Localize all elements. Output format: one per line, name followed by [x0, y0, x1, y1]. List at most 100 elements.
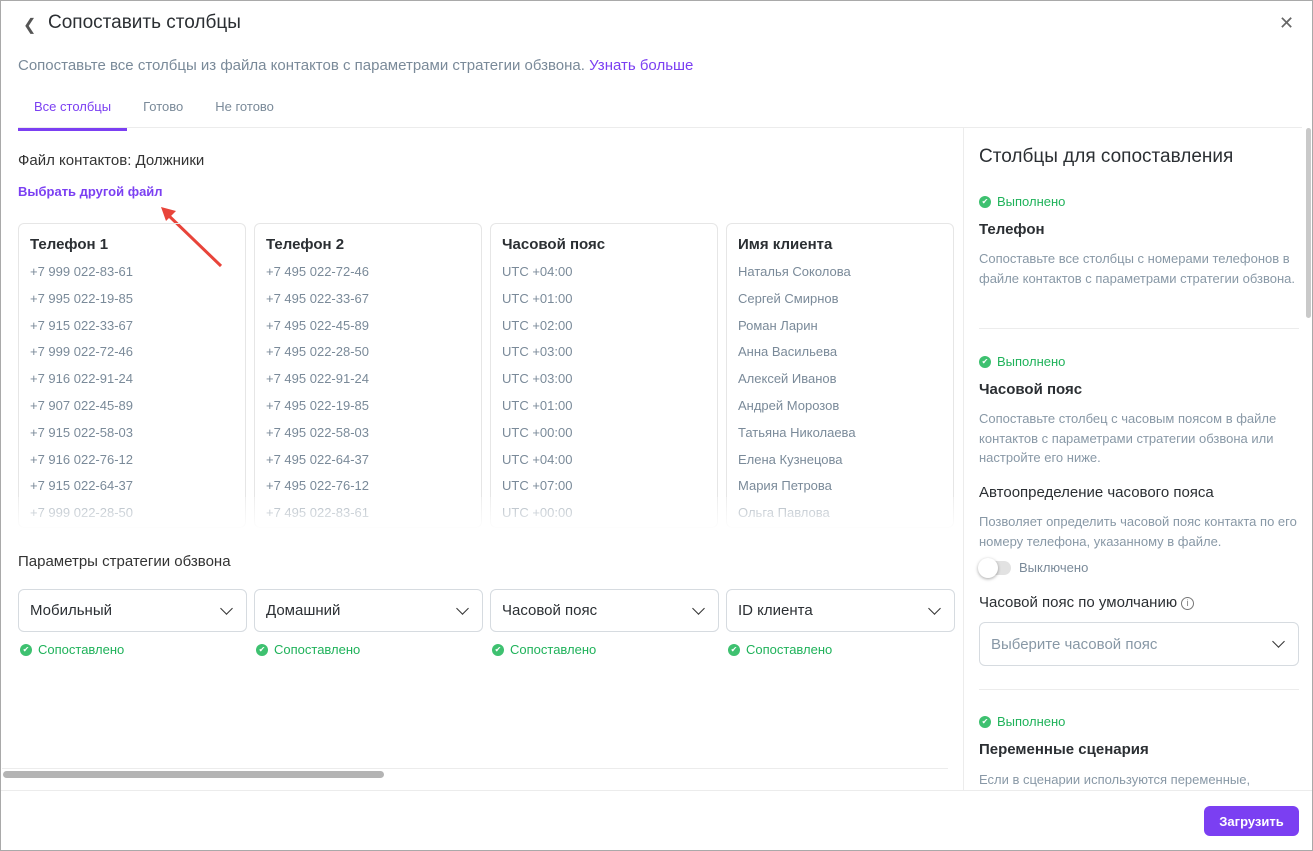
column-value: UTC +02:00 [502, 317, 573, 333]
select-value: Домашний [266, 602, 341, 619]
check-circle-icon: ✔ [728, 643, 740, 656]
page-title: Сопоставить столбцы [48, 12, 241, 33]
default-tz-label-text: Часовой пояс по умолчанию [979, 594, 1178, 611]
info-icon[interactable]: i [1181, 597, 1195, 610]
status-text: Сопоставлено [510, 642, 597, 657]
divider [979, 689, 1299, 690]
column-value: +7 915 022-58-03 [30, 424, 134, 440]
status-done: ✔ Выполнено [979, 194, 1301, 209]
annotation-arrow-icon [161, 207, 223, 268]
column-value: UTC +00:00 [502, 424, 573, 440]
status-text: Сопоставлено [38, 642, 125, 657]
column-value: +7 915 022-64-37 [30, 478, 134, 494]
subtitle-text: Сопоставьте все столбцы из файла контакт… [18, 57, 585, 74]
column-value: Татьяна Николаева [738, 424, 856, 440]
check-circle-icon: ✔ [492, 643, 504, 656]
column-value: UTC +01:00 [502, 397, 573, 413]
column-value: +7 495 022-72-46 [266, 264, 370, 279]
vertical-scrollbar[interactable] [1306, 128, 1311, 318]
column-value: +7 495 022-91-24 [266, 371, 370, 387]
check-circle-icon: ✔ [979, 195, 991, 208]
column-value: UTC +03:00 [502, 371, 573, 387]
tab-not-ready[interactable]: Не готово [215, 99, 274, 114]
column-value: +7 495 022-58-03 [266, 424, 370, 440]
column-preview-card: Телефон 1 +7 999 022-83-61 +7 995 022-19-8… [18, 223, 246, 528]
column-value: +7 495 022-64-37 [266, 451, 370, 467]
column-value: +7 916 022-91-24 [30, 371, 134, 387]
param-select[interactable]: Домашний [254, 589, 483, 632]
status-text: Сопоставлено [746, 642, 833, 657]
status-done: ✔ Выполнено [979, 714, 1301, 729]
param-select[interactable]: Часовой пояс [490, 589, 719, 632]
auto-tz-desc: Позволяет определить часовой пояс контак… [979, 514, 1297, 549]
chevron-down-icon [220, 601, 233, 615]
horizontal-scrollbar[interactable] [3, 771, 384, 778]
footer-divider [1, 790, 1312, 791]
column-value: Роман Ларин [738, 317, 818, 333]
status-text: Выполнено [997, 354, 1066, 369]
choose-other-file-link[interactable]: Выбрать другой файл [18, 184, 163, 199]
close-icon[interactable]: ✕ [1279, 13, 1295, 33]
column-value: Наталья Соколова [738, 264, 851, 279]
column-value: +7 995 022-19-85 [30, 290, 134, 306]
select-value: Мобильный [30, 602, 112, 619]
mapped-status: ✔ Сопоставлено [728, 642, 832, 657]
tab-all-columns[interactable]: Все столбцы [18, 99, 128, 131]
column-value: +7 907 022-45-89 [30, 397, 134, 413]
column-value: +7 495 022-28-50 [266, 344, 370, 360]
column-preview-card: Телефон 2 +7 495 022-72-46 +7 495 022-33-6… [254, 223, 482, 528]
check-circle-icon: ✔ [256, 643, 268, 656]
subtitle: Сопоставьте все столбцы из файла контакт… [18, 57, 693, 74]
check-circle-icon: ✔ [979, 715, 991, 728]
column-value: +7 495 022-33-67 [266, 290, 370, 306]
chevron-down-icon [928, 601, 941, 615]
status-text: Выполнено [997, 714, 1066, 729]
learn-more-link[interactable]: Узнать больше [589, 57, 694, 74]
column-value: Андрей Морозов [738, 397, 840, 413]
tabs: Все столбцы Готово Не готово [18, 99, 290, 131]
back-chevron-icon[interactable]: ❮ [23, 17, 37, 34]
column-value: Алексей Иванов [738, 371, 837, 387]
sidebar-title: Столбцы для сопоставления [979, 146, 1234, 167]
tabs-divider [18, 127, 1302, 128]
param-select[interactable]: Мобильный [18, 589, 247, 632]
section-title: Телефон [979, 221, 1045, 238]
divider [979, 328, 1299, 329]
auto-tz-title: Автоопределение часового пояса [979, 484, 1214, 501]
status-done: ✔ Выполнено [979, 354, 1301, 369]
status-text: Сопоставлено [274, 642, 361, 657]
column-preview-card: Имя клиента Наталья Соколова Сергей Смирно… [726, 223, 954, 528]
column-value: UTC +01:00 [502, 290, 573, 306]
column-value: +7 916 022-76-12 [30, 451, 134, 467]
horizontal-scroll-track [2, 768, 948, 769]
default-tz-select[interactable]: Выберите часовой пояс [979, 622, 1299, 666]
check-circle-icon: ✔ [20, 643, 32, 656]
column-value: Сергей Смирнов [738, 290, 839, 306]
column-value: Анна Васильева [738, 344, 838, 360]
toggle-label: Выключено [1019, 560, 1089, 575]
tab-ready[interactable]: Готово [143, 99, 184, 114]
select-value: Часовой пояс [502, 602, 598, 619]
section-desc: Сопоставьте все столбцы с номерами телеф… [979, 251, 1295, 286]
chevron-down-icon [456, 601, 469, 615]
select-value: ID клиента [738, 602, 813, 619]
section-desc: Сопоставьте столбец с часовым поясом в ф… [979, 411, 1277, 465]
column-value: +7 915 022-33-67 [30, 317, 134, 333]
status-text: Выполнено [997, 194, 1066, 209]
upload-button[interactable]: Загрузить [1204, 806, 1299, 836]
chevron-down-icon [692, 601, 705, 615]
default-tz-label: Часовой пояс по умолчанию i [979, 594, 1301, 611]
chevron-down-icon [1272, 635, 1285, 648]
column-value: UTC +07:00 [502, 478, 573, 494]
column-value: Мария Петрова [738, 478, 832, 494]
column-value: UTC +04:00 [502, 264, 573, 279]
contact-file-label: Файл контактов: Должники [18, 152, 205, 169]
column-value: +7 495 022-76-12 [266, 478, 370, 494]
param-select[interactable]: ID клиента [726, 589, 955, 632]
column-value: UTC +04:00 [502, 451, 573, 467]
column-value: +7 495 022-19-85 [266, 397, 370, 413]
mapped-status: ✔ Сопоставлено [20, 642, 124, 657]
toggle-switch[interactable] [978, 557, 1011, 578]
section-title: Переменные сценария [979, 741, 1149, 758]
auto-tz-toggle[interactable]: Выключено [978, 557, 1301, 578]
